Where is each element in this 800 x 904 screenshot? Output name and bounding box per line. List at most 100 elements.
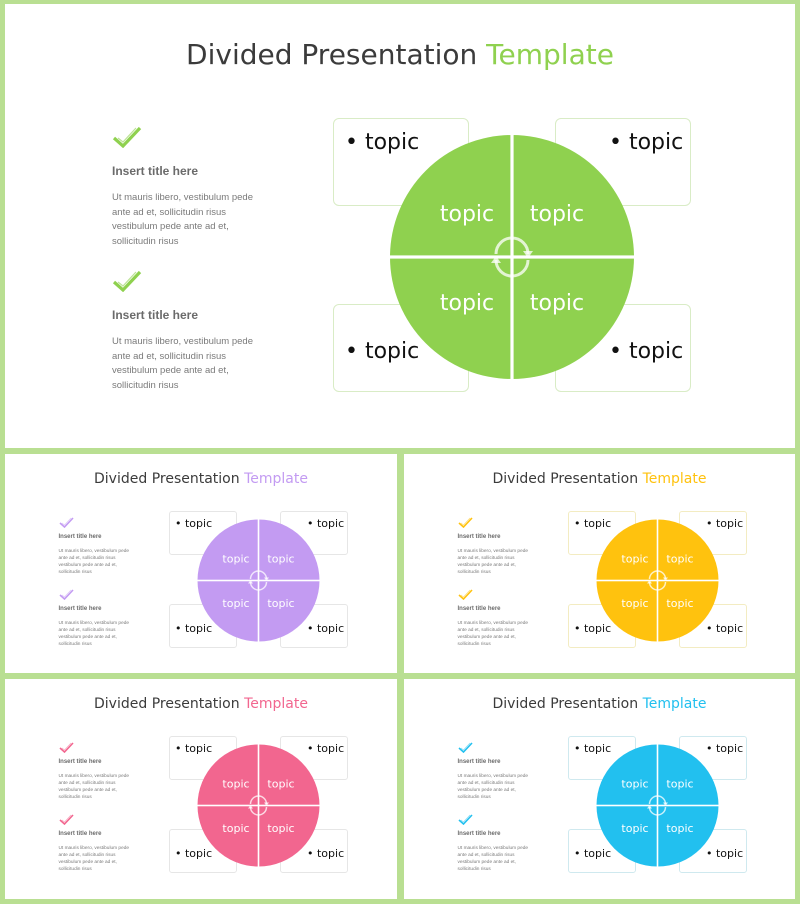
item-title: Insert title here (457, 759, 501, 765)
arrowhead-icon (663, 577, 668, 581)
arrowhead-icon (523, 251, 533, 258)
arrowhead-icon (248, 580, 253, 584)
horizontal-divider (594, 579, 721, 582)
item-body: Ut mauris libero, vestibulum pede ante a… (58, 845, 130, 873)
check-icon (457, 515, 473, 533)
item-title: Insert title here (112, 164, 199, 178)
item-body: Ut mauris libero, vestibulum pede ante a… (112, 336, 253, 391)
arrowhead-icon (647, 580, 652, 584)
title-main: Divided Presentation (94, 471, 240, 487)
divided-circle-diagram: topic topic topic topic (5, 4, 795, 448)
check-icon (112, 270, 142, 297)
quadrant-label: topic (222, 822, 249, 835)
item-body: Ut mauris libero, vestibulum pede ante a… (457, 845, 529, 873)
topic-bullet-label: • topic (574, 846, 612, 860)
topic-bullet-label: • topic (706, 517, 744, 530)
item-title: Insert title here (58, 534, 102, 540)
quadrant-label: topic (666, 778, 693, 791)
arrowhead-icon (663, 802, 668, 806)
slide-pink: Divided Presentation Template Insert titl… (5, 679, 397, 899)
check-icon (457, 740, 473, 758)
item-title: Insert title here (58, 831, 102, 837)
quadrant-label: topic (440, 202, 494, 227)
topic-bullet-label: • topic (706, 846, 744, 860)
title-accent: Template (642, 696, 707, 712)
arrowhead-icon (248, 805, 253, 809)
topic-bullet-label: • topic (706, 621, 744, 635)
arrowhead-icon (491, 256, 501, 263)
cycle-arrow-icon (648, 581, 667, 591)
item-title: Insert title here (457, 606, 501, 612)
check-icon (58, 812, 74, 830)
cycle-arrow-icon (494, 236, 530, 255)
quadrant-label: topic (666, 822, 693, 835)
item-title: Insert title here (112, 308, 199, 322)
quadrant-label: topic (222, 778, 249, 791)
topic-bullet-label: • topic (307, 846, 345, 860)
circle-svg: topic topic topic topic (594, 742, 721, 869)
topic-bullet-label: • topic (175, 621, 213, 635)
divided-circle-diagram: topic topic topic topic (404, 454, 795, 673)
horizontal-divider (195, 579, 322, 582)
item-body: Ut mauris libero, vestibulum pede ante a… (112, 192, 253, 247)
cycle-arrow-icon (648, 795, 667, 805)
item-body: Ut mauris libero, vestibulum pede ante a… (457, 620, 529, 648)
cycle-arrow-icon (249, 570, 268, 580)
quadrant-label: topic (621, 597, 648, 610)
topic-bullet-label: • topic (345, 130, 420, 155)
quadrant-label: topic (267, 778, 294, 791)
quadrant-label: topic (666, 553, 693, 566)
circle-svg: topic topic topic topic (195, 517, 322, 644)
item-body: Ut mauris libero, vestibulum pede ante a… (58, 548, 130, 576)
quadrant-label: topic (621, 778, 648, 791)
cycle-arrow-icon (249, 581, 268, 591)
topic-bullet-label: • topic (609, 130, 684, 155)
title-accent: Template (244, 471, 308, 487)
title-main: Divided Presentation (492, 471, 639, 487)
topic-bullet-label: • topic (706, 742, 744, 755)
slide-title: Divided Presentation Template (404, 696, 795, 712)
horizontal-divider (388, 255, 636, 259)
quadrant-label: topic (530, 291, 584, 316)
circle-svg: topic topic topic topic (388, 133, 636, 381)
topic-bullet-label: • topic (609, 339, 684, 364)
quadrant-label: topic (267, 597, 294, 610)
divided-circle-diagram: topic topic topic topic (404, 679, 795, 899)
arrowhead-icon (264, 802, 269, 806)
slide-blue: Divided Presentation Template Insert titl… (404, 679, 795, 899)
quadrant-label: topic (621, 553, 648, 566)
horizontal-divider (195, 804, 322, 807)
quadrant-label: topic (440, 291, 494, 316)
divided-circle-diagram: topic topic topic topic (5, 679, 397, 899)
quadrant-label: topic (222, 597, 249, 610)
topic-bullet-label: • topic (175, 742, 213, 755)
item-title: Insert title here (457, 534, 501, 540)
topic-bullet-label: • topic (307, 742, 345, 755)
circle-svg: topic topic topic topic (594, 517, 721, 644)
cycle-arrow-icon (249, 806, 268, 816)
item-body: Ut mauris libero, vestibulum pede ante a… (457, 773, 529, 801)
topic-bullet-label: • topic (574, 517, 612, 530)
title-main: Divided Presentation (186, 38, 478, 71)
title-main: Divided Presentation (94, 696, 240, 712)
cycle-arrow-icon (648, 806, 667, 816)
title-accent: Template (642, 471, 707, 487)
quadrant-label: topic (222, 553, 249, 566)
check-icon (457, 812, 473, 830)
item-body: Ut mauris libero, vestibulum pede ante a… (58, 773, 130, 801)
slide-yellow: Divided Presentation Template Insert titl… (404, 454, 795, 673)
quadrant-label: topic (666, 597, 693, 610)
arrowhead-icon (647, 805, 652, 809)
item-body: Ut mauris libero, vestibulum pede ante a… (457, 548, 529, 576)
quadrant-label: topic (530, 202, 584, 227)
title-accent: Template (486, 38, 614, 71)
topic-bullet-label: • topic (574, 621, 612, 635)
item-body: Ut mauris libero, vestibulum pede ante a… (58, 620, 130, 648)
slide-purple: Divided Presentation Template Insert titl… (5, 454, 397, 673)
circle-svg: topic topic topic topic (195, 742, 322, 869)
title-accent: Template (244, 696, 308, 712)
slide-title: Divided Presentation Template (5, 38, 795, 71)
cycle-arrow-icon (494, 259, 530, 278)
slide-title: Divided Presentation Template (404, 471, 795, 487)
item-title: Insert title here (58, 759, 102, 765)
